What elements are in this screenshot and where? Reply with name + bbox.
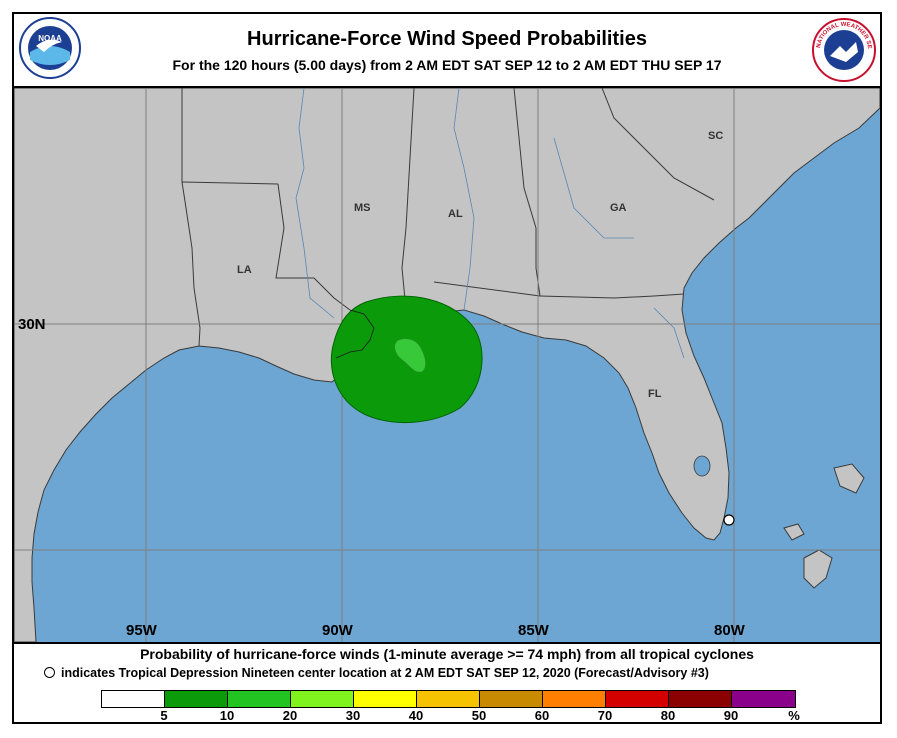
bahamas-island <box>783 523 805 541</box>
delta-coastline <box>335 309 375 359</box>
border-la-ms-north <box>181 181 279 185</box>
border-al-fl <box>433 281 541 297</box>
page-subtitle: For the 120 hours (5.00 days) from 2 AM … <box>172 57 722 73</box>
border-ms-river <box>275 183 351 311</box>
state-label-al: AL <box>448 208 463 220</box>
latitude-label-30n: 30N <box>18 316 46 333</box>
scale-swatch <box>669 691 732 707</box>
border-al-ga <box>513 88 541 297</box>
scale-swatch <box>354 691 417 707</box>
footer-storm-text: indicates Tropical Depression Nineteen c… <box>61 666 709 680</box>
scale-label: 80 <box>660 708 676 723</box>
state-label-fl: FL <box>648 388 662 400</box>
state-borders <box>181 88 715 347</box>
scale-swatch <box>732 691 795 707</box>
border-ms-al <box>401 88 415 311</box>
probability-color-scale <box>101 690 796 708</box>
scale-label: 30 <box>345 708 361 723</box>
scale-swatch <box>102 691 165 707</box>
probability-contour-10-20 <box>394 338 427 373</box>
scale-label: 50 <box>471 708 487 723</box>
scale-swatch <box>606 691 669 707</box>
bahamas-island <box>833 463 865 494</box>
scale-swatch <box>543 691 606 707</box>
scale-swatch <box>228 691 291 707</box>
state-label-la: LA <box>237 264 252 276</box>
scale-label: 40 <box>408 708 424 723</box>
scale-swatch <box>480 691 543 707</box>
scale-swatch <box>417 691 480 707</box>
longitude-label-80w: 80W <box>714 622 745 639</box>
scale-swatch <box>165 691 228 707</box>
noaa-logo-text: NOAA <box>38 34 62 43</box>
map-svg <box>14 88 880 642</box>
scale-label: 5 <box>160 708 168 723</box>
border-ga-sc <box>601 88 715 201</box>
circle-marker-icon <box>44 667 55 678</box>
scale-label: 10 <box>219 708 235 723</box>
longitude-label-85w: 85W <box>518 622 549 639</box>
scale-swatch <box>291 691 354 707</box>
land-mass <box>14 88 880 642</box>
probability-scale-labels: 5 10 20 30 40 50 60 70 80 90% <box>101 708 821 724</box>
lake-okeechobee <box>693 455 711 477</box>
scale-label: % <box>788 708 800 723</box>
border-ga-fl <box>539 293 685 299</box>
product-frame: NOAA Hurricane-Force Wind Speed Probabil… <box>12 12 882 724</box>
longitude-label-95w: 95W <box>126 622 157 639</box>
scale-label: 90 <box>723 708 739 723</box>
footer-storm-note: indicates Tropical Depression Nineteen c… <box>44 666 709 680</box>
footer-description: Probability of hurricane-force winds (1-… <box>140 646 754 662</box>
scale-label: 20 <box>282 708 298 723</box>
state-label-sc: SC <box>708 130 724 142</box>
noaa-logo: NOAA <box>19 17 81 79</box>
footer: Probability of hurricane-force winds (1-… <box>14 644 880 724</box>
header: NOAA Hurricane-Force Wind Speed Probabil… <box>14 14 880 86</box>
scale-label: 70 <box>597 708 613 723</box>
storm-center-marker <box>723 514 735 526</box>
state-label-ga: GA <box>610 202 627 214</box>
rivers <box>295 88 685 359</box>
longitude-label-90w: 90W <box>322 622 353 639</box>
map-area: LA MS AL GA SC FL 30N 95W 90W 85W 80W <box>14 86 880 644</box>
page-title: Hurricane-Force Wind Speed Probabilities <box>247 28 647 50</box>
nws-logo: NATIONAL WEATHER SERVICE <box>810 16 876 82</box>
scale-label: 60 <box>534 708 550 723</box>
state-label-ms: MS <box>354 202 371 214</box>
